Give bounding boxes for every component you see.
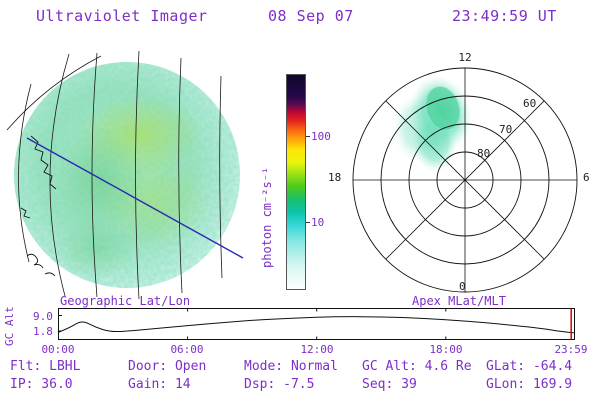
timeline-ytick-top: 9.0 bbox=[33, 310, 53, 323]
colorbar-tick-100: 100 bbox=[311, 130, 331, 143]
aurora-green-patch bbox=[55, 220, 135, 280]
mlat-label-80: 80 bbox=[477, 147, 491, 160]
colorbar-tick-mark bbox=[306, 222, 310, 223]
mlt-label-12: 12 bbox=[458, 51, 472, 64]
status-flt: Flt: LBHL bbox=[10, 359, 81, 374]
status-seq: Seq: 39 bbox=[362, 377, 417, 392]
timeline-xtick-2: 12:00 bbox=[300, 343, 334, 356]
timeline-xtick-1: 06:00 bbox=[170, 343, 204, 356]
status-glat: GLat: -64.4 bbox=[486, 359, 573, 374]
mlat-label-70: 70 bbox=[499, 123, 513, 136]
map-caption: Geographic Lat/Lon bbox=[60, 294, 191, 308]
status-gcalt: GC Alt: 4.6 Re bbox=[362, 359, 472, 374]
status-door: Door: Open bbox=[128, 359, 207, 374]
lat-lon-grid bbox=[6, 50, 223, 300]
status-glon: GLon: 169.9 bbox=[486, 377, 573, 392]
timeline-plot bbox=[58, 308, 575, 340]
timeline-xtick-3: 18:00 bbox=[429, 343, 463, 356]
timeline-ticks bbox=[58, 308, 447, 340]
terminator-line bbox=[26, 137, 244, 259]
timeline-xtick-4: 23:59 bbox=[554, 343, 588, 356]
mlt-label-0: 0 bbox=[459, 280, 466, 293]
polar-plot bbox=[352, 67, 578, 293]
mlt-label-6: 6 bbox=[583, 171, 590, 184]
colorbar-tick-mark bbox=[306, 136, 310, 137]
app-title: Ultraviolet Imager bbox=[36, 7, 208, 25]
status-gain: Gain: 14 bbox=[128, 377, 191, 392]
timeline-xtick-0: 00:00 bbox=[41, 343, 75, 356]
aurora-green-patch bbox=[55, 125, 145, 235]
mlat-label-60: 60 bbox=[523, 97, 537, 110]
status-mode: Mode: Normal bbox=[244, 359, 338, 374]
status-ip: IP: 36.0 bbox=[10, 377, 73, 392]
date-label: 08 Sep 07 bbox=[268, 7, 354, 25]
colorbar bbox=[286, 74, 306, 290]
colorbar-label: photon cm⁻²s⁻¹ bbox=[260, 166, 274, 268]
mlt-spokes bbox=[353, 68, 577, 292]
status-dsp: Dsp: -7.5 bbox=[244, 377, 315, 392]
polar-caption: Apex MLat/MLT bbox=[412, 294, 506, 308]
mlt-label-18: 18 bbox=[328, 171, 342, 184]
geographic-map bbox=[6, 50, 244, 300]
colorbar-tick-10: 10 bbox=[311, 216, 325, 229]
timeline-ylabel: GC Alt bbox=[3, 306, 16, 346]
time-label: 23:49:59 UT bbox=[452, 7, 557, 25]
coastline bbox=[20, 135, 57, 277]
orbit-altitude-curve bbox=[58, 316, 575, 334]
timeline-ytick-bottom: 1.8 bbox=[33, 325, 53, 338]
